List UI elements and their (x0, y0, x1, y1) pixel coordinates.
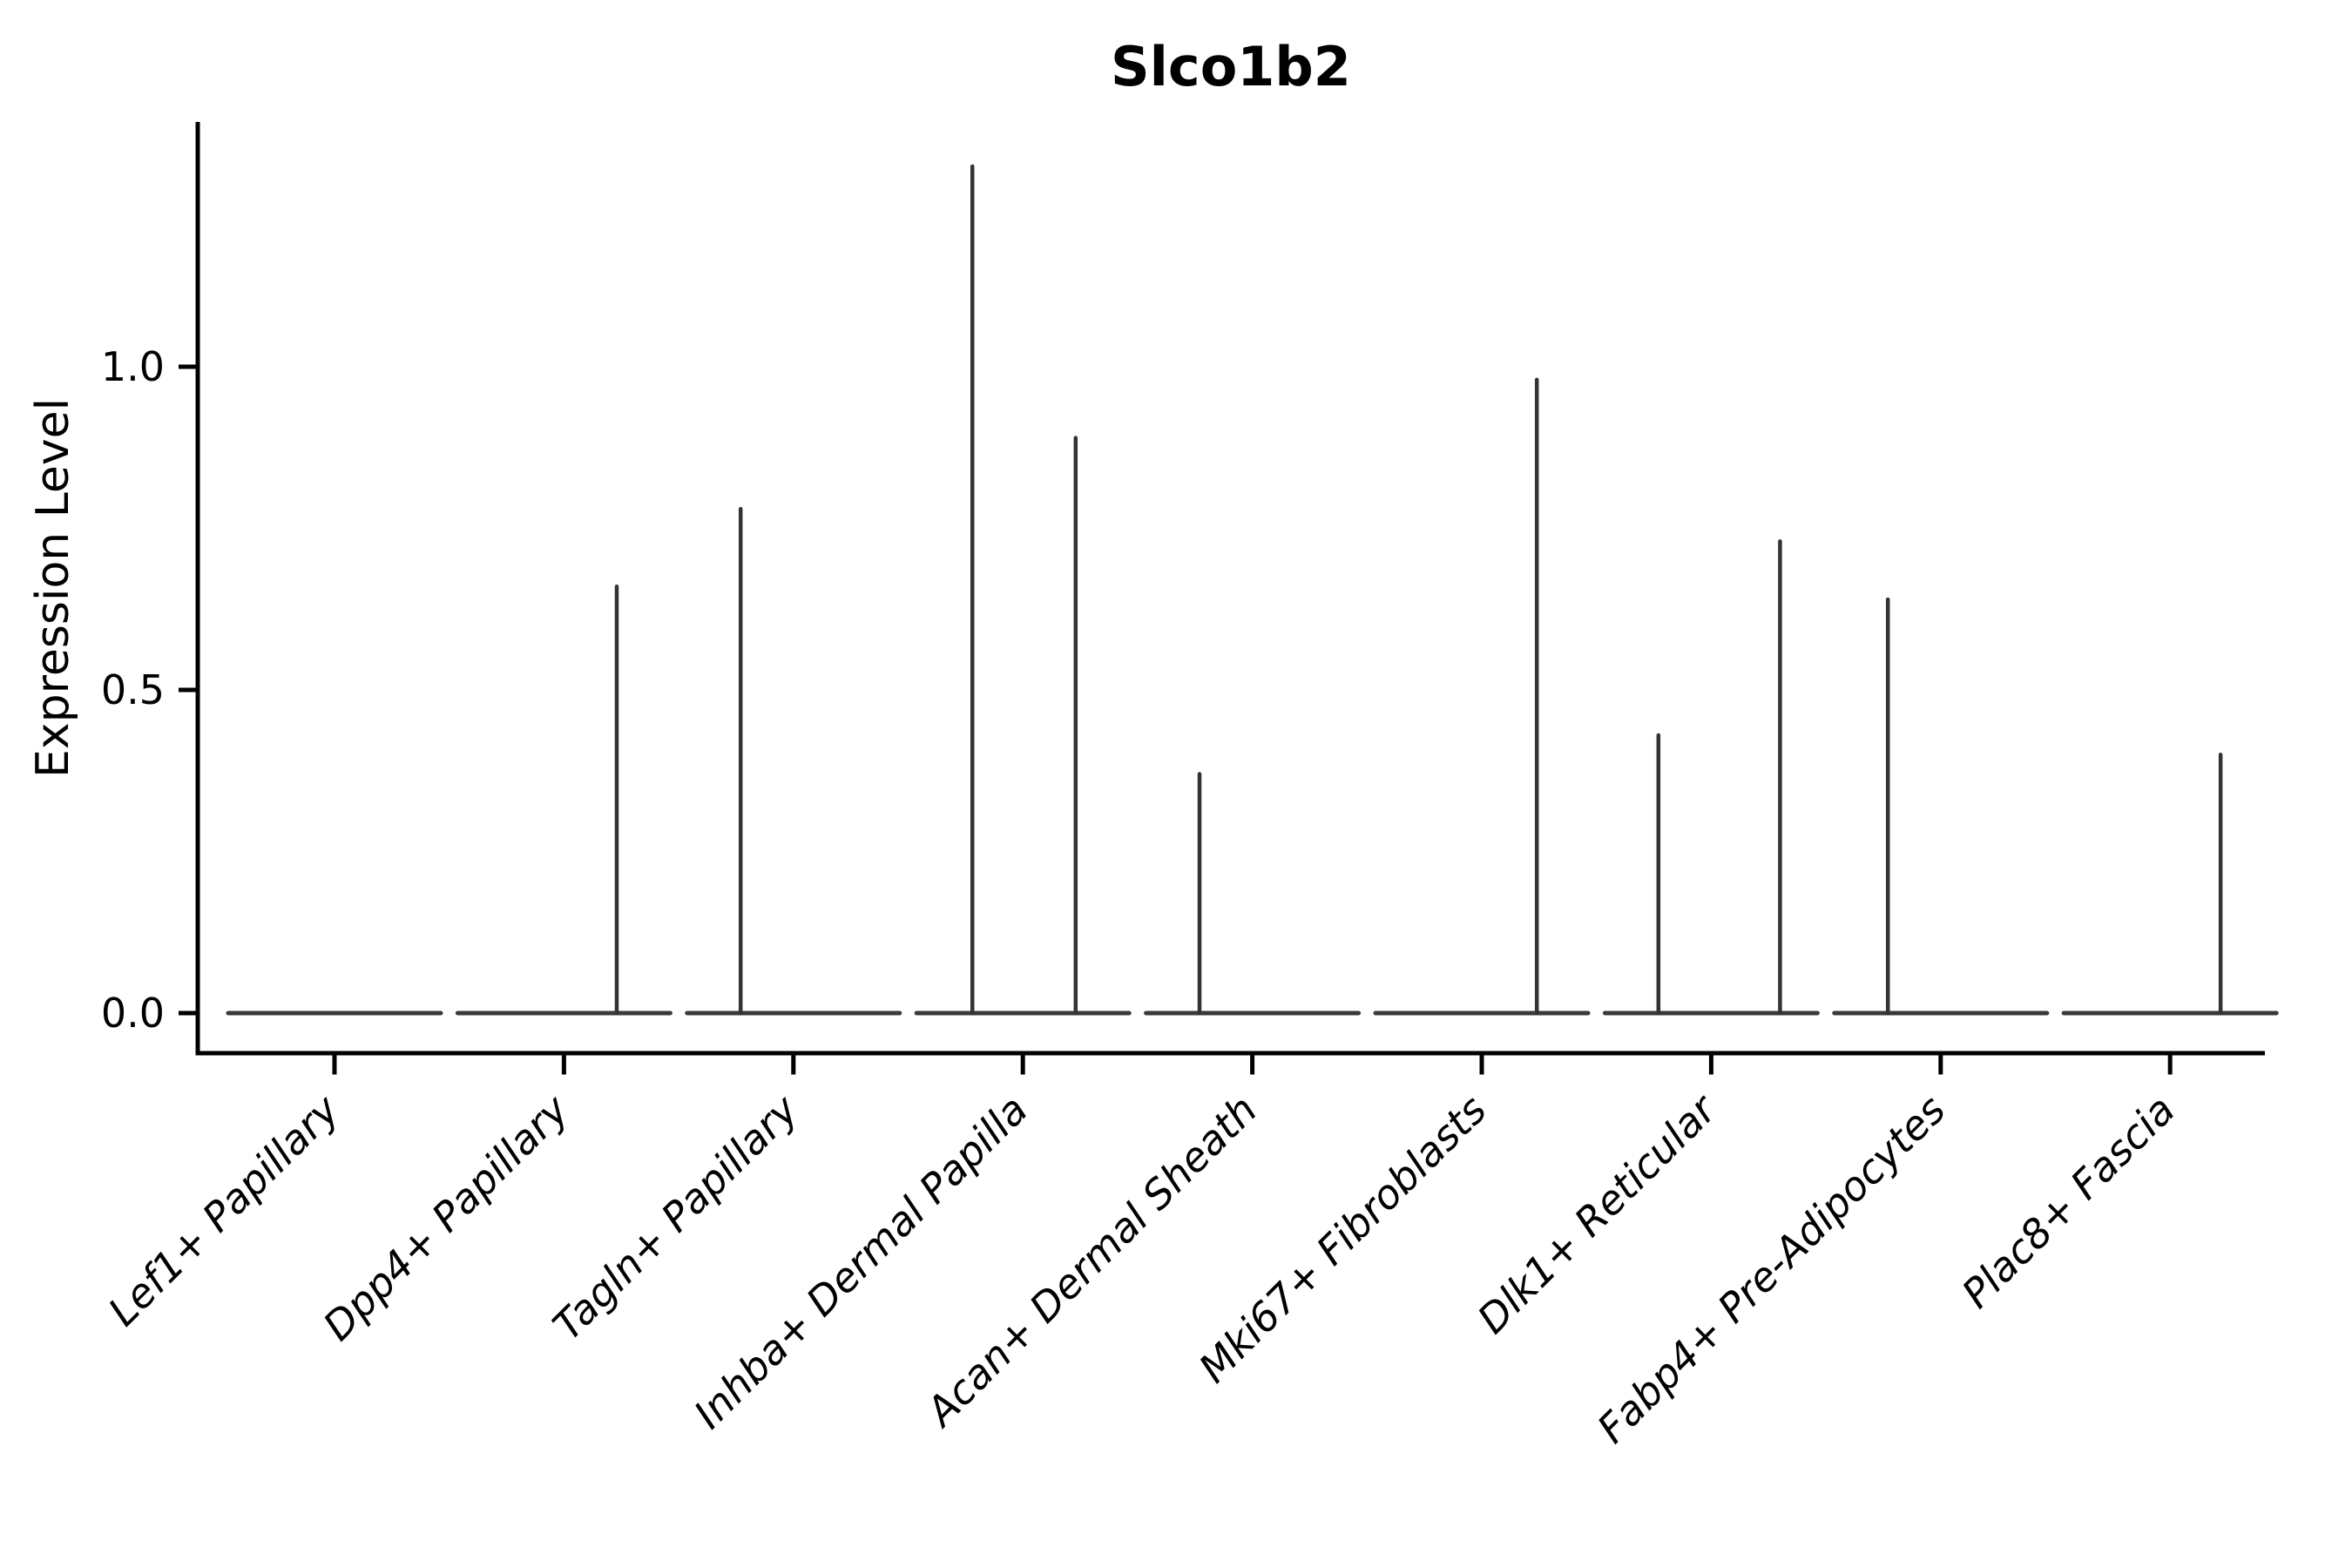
x-tick-label: Tagln+ Papillary (544, 1085, 808, 1349)
chart-title: Slco1b2 (1111, 35, 1351, 98)
x-tick-label: Plac8+ Fascia (1953, 1086, 2184, 1317)
x-tick-label: Dpp4+ Papillary (314, 1085, 578, 1349)
y-tick-label: 0.0 (101, 990, 165, 1037)
y-tick-label: 0.5 (101, 666, 165, 713)
y-axis-label: Expression Level (27, 398, 79, 778)
x-tick-label: Dlk1+ Reticular (1469, 1084, 1727, 1342)
y-tick-label: 1.0 (101, 343, 165, 390)
x-tick-label: Lef1+ Papillary (99, 1085, 348, 1335)
